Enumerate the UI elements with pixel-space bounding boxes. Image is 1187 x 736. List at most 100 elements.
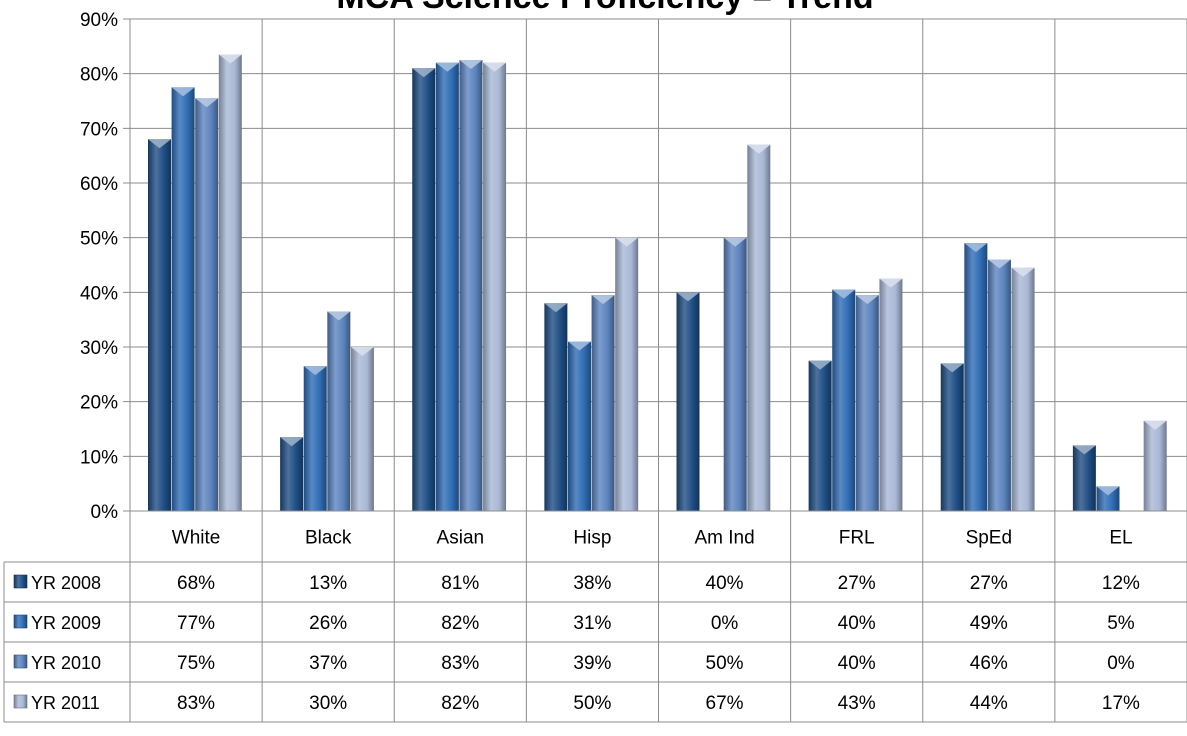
- bar-yr-2011-black: [350, 347, 374, 511]
- table-cell-value: 82%: [441, 613, 479, 634]
- legend-label: YR 2011: [31, 693, 100, 713]
- table-cell-value: 38%: [573, 573, 611, 594]
- table-cell-value: 0%: [1107, 653, 1135, 674]
- table-cell-value: 17%: [1102, 693, 1140, 714]
- y-tick-label: 10%: [80, 447, 118, 468]
- bar-yr-2010-black: [327, 311, 351, 511]
- bar-yr-2011-el: [1143, 420, 1167, 511]
- bar-yr-2009-frl: [832, 289, 856, 511]
- table-cell-value: 0%: [711, 613, 739, 634]
- table-cell-value: 50%: [573, 693, 611, 714]
- legend-label: YR 2008: [31, 573, 101, 593]
- table-cell-value: 68%: [177, 573, 215, 594]
- category-label: FRL: [839, 528, 875, 549]
- category-label: Asian: [437, 528, 485, 549]
- table-cell-value: 27%: [970, 573, 1008, 594]
- bar-top-bevel: [879, 278, 903, 288]
- bar-top-bevel: [195, 98, 219, 108]
- bar-yr-2010-hisp: [591, 295, 615, 511]
- bar-yr-2008-hisp: [544, 303, 568, 511]
- bar-yr-2008-white: [148, 139, 171, 511]
- bar-yr-2011-hisp: [615, 237, 639, 511]
- bar-top-bevel: [964, 243, 988, 253]
- bar-top-bevel: [218, 54, 242, 64]
- bar-top-bevel: [747, 144, 771, 154]
- bar-top-bevel: [148, 139, 171, 149]
- y-tick-label: 90%: [80, 10, 118, 31]
- bar-yr-2008-frl: [808, 360, 832, 511]
- legend-swatch: [13, 574, 28, 589]
- bar-yr-2008-sped: [940, 363, 964, 511]
- legend-label: YR 2009: [31, 613, 101, 633]
- bar-top-bevel: [435, 62, 459, 72]
- bar-top-bevel: [327, 311, 351, 321]
- chart-title: MCA Science Proficiency – Trend: [336, 0, 873, 16]
- category-label: White: [172, 528, 221, 549]
- bar-yr-2009-hisp: [567, 341, 591, 511]
- table-cell-value: 39%: [573, 653, 611, 674]
- table-cell-value: 26%: [309, 613, 347, 634]
- bar-yr-2010-white: [195, 98, 219, 512]
- table-cell-value: 40%: [838, 653, 876, 674]
- y-tick-label: 80%: [80, 65, 118, 86]
- table-cell-value: 44%: [970, 693, 1008, 714]
- category-label: EL: [1109, 528, 1132, 549]
- bar-yr-2011-am-ind: [747, 144, 771, 511]
- bar-yr-2010-asian: [459, 60, 483, 511]
- y-tick-label: 40%: [80, 283, 118, 304]
- bar-top-bevel: [459, 60, 483, 69]
- y-tick-label: 20%: [80, 393, 118, 414]
- bar-yr-2009-white: [171, 87, 195, 511]
- table-cell-value: 37%: [309, 653, 347, 674]
- bar-yr-2010-am-ind: [723, 237, 747, 511]
- bar-yr-2008-el: [1072, 445, 1096, 511]
- category-label: Black: [305, 528, 352, 549]
- bar-yr-2009-asian: [435, 62, 459, 511]
- table-cell-value: 77%: [177, 613, 215, 634]
- bar-yr-2009-black: [303, 366, 327, 511]
- bar-top-bevel: [1096, 486, 1120, 496]
- legend-swatch: [13, 654, 28, 669]
- table-cell-value: 31%: [573, 613, 611, 634]
- bar-top-bevel: [723, 237, 747, 247]
- y-tick-label: 60%: [80, 174, 118, 195]
- bar-top-bevel: [808, 360, 832, 370]
- table-cell-value: 50%: [706, 653, 744, 674]
- bar-yr-2009-el: [1096, 486, 1120, 511]
- legend-swatch: [13, 614, 28, 629]
- table-cell-value: 49%: [970, 613, 1008, 634]
- table-cell-value: 43%: [838, 693, 876, 714]
- bar-yr-2011-asian: [483, 62, 507, 511]
- bar-top-bevel: [412, 68, 436, 78]
- category-label: SpEd: [966, 528, 1012, 549]
- y-tick-label: 70%: [80, 119, 118, 140]
- table-cell-value: 5%: [1107, 613, 1135, 634]
- bar-yr-2009-sped: [964, 243, 988, 511]
- table-cell-value: 30%: [309, 693, 347, 714]
- table-cell-value: 12%: [1102, 573, 1140, 594]
- bar-top-bevel: [615, 237, 639, 247]
- y-tick-label: 0%: [91, 502, 119, 523]
- table-cell-value: 67%: [706, 693, 744, 714]
- bar-yr-2010-sped: [987, 259, 1011, 511]
- bar-top-bevel: [676, 292, 700, 302]
- bar-top-bevel: [1072, 445, 1096, 455]
- table-cell-value: 27%: [838, 573, 876, 594]
- bar-top-bevel: [832, 289, 856, 299]
- bar-top-bevel: [544, 303, 568, 313]
- category-label: Hisp: [573, 528, 611, 549]
- bar-top-bevel: [171, 87, 195, 97]
- table-cell-value: 75%: [177, 653, 215, 674]
- bar-top-bevel: [483, 62, 507, 72]
- bar-yr-2008-black: [280, 437, 304, 511]
- bar-top-bevel: [1011, 267, 1035, 277]
- table-cell-value: 82%: [441, 693, 479, 714]
- table-cell-value: 40%: [706, 573, 744, 594]
- y-tick-label: 30%: [80, 338, 118, 359]
- legend-label: YR 2010: [31, 653, 101, 673]
- bar-yr-2011-sped: [1011, 267, 1035, 511]
- bar-top-bevel: [940, 363, 964, 373]
- bar-yr-2008-asian: [412, 68, 436, 511]
- bar-top-bevel: [591, 295, 615, 305]
